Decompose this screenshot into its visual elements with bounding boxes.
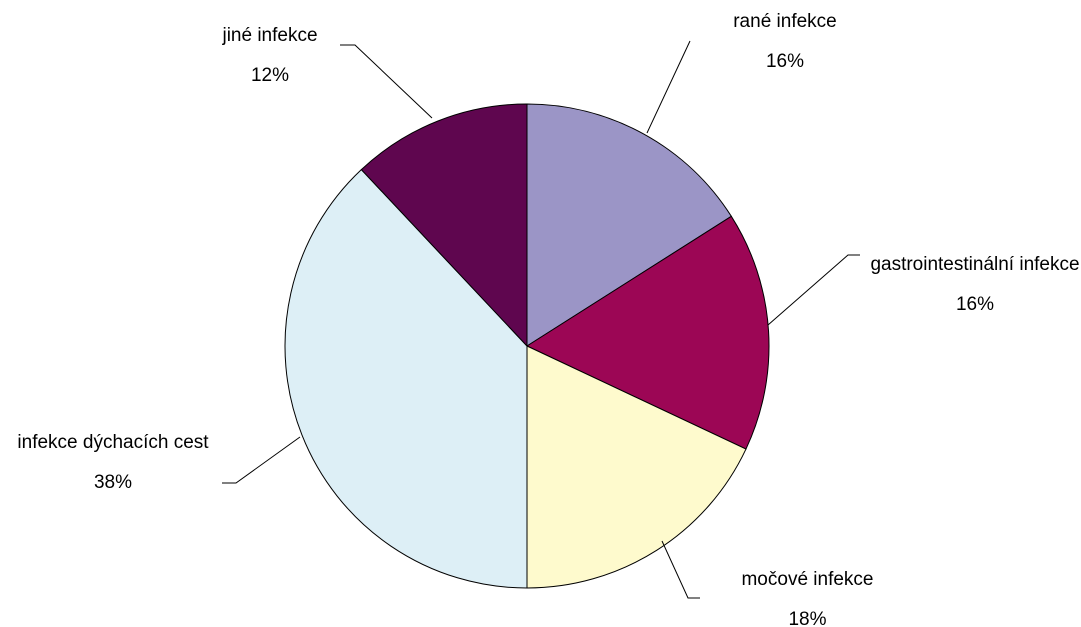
pie-slice: [526, 103, 733, 347]
category-label: rané infekce: [733, 11, 837, 32]
leader-line: [646, 40, 691, 134]
value-label: 16%: [955, 294, 995, 315]
value-label: 16%: [765, 51, 805, 72]
pie-slice: [525, 215, 770, 450]
data-label: močové infekce 18%: [700, 560, 915, 627]
data-label: gastrointestinální infekce 16%: [860, 245, 1081, 325]
category-label: gastrointestinální infekce: [870, 254, 1080, 275]
value-label: 18%: [788, 609, 827, 627]
leader-line: [661, 540, 700, 599]
data-label: infekce dýchacích cest 38%: [0, 423, 226, 503]
pie-slice: [284, 168, 528, 589]
category-label: infekce dýchacích cest: [17, 432, 209, 453]
leader-line: [767, 254, 860, 326]
category-label: močové infekce: [741, 569, 874, 590]
leader-line: [222, 436, 301, 484]
category-label: jiné infekce: [222, 25, 318, 46]
leader-line: [340, 44, 433, 119]
pie-slice: [526, 345, 747, 589]
value-label: 38%: [93, 472, 133, 493]
data-label: rané infekce 16%: [690, 2, 880, 82]
pie-slice: [360, 103, 528, 348]
data-label: jiné infekce 12%: [180, 16, 360, 96]
value-label: 12%: [250, 65, 290, 86]
